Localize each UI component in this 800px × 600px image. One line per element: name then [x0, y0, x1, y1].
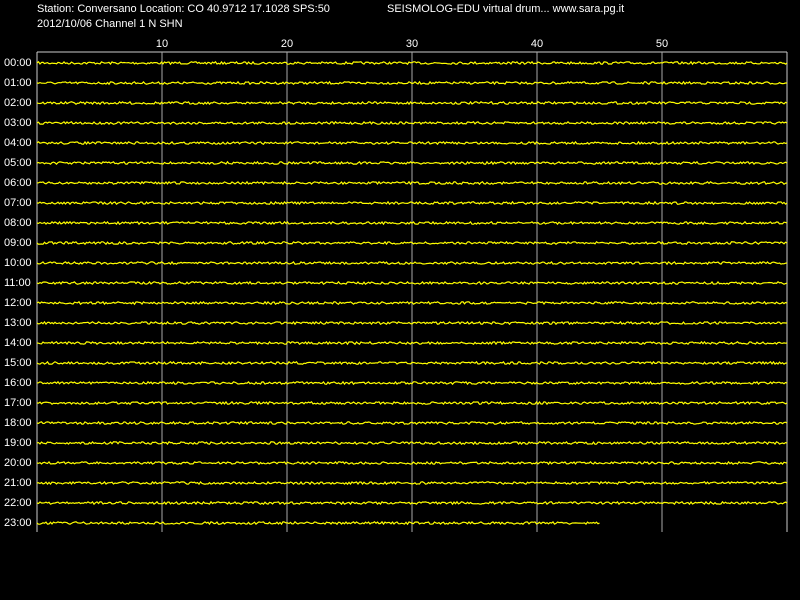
row-label: 00:00 [4, 57, 32, 69]
trace [36, 180, 788, 186]
x-tick-label: 50 [656, 38, 668, 50]
row-label: 19:00 [4, 437, 32, 449]
row-label: 02:00 [4, 97, 32, 109]
row-label: 16:00 [4, 377, 32, 389]
trace [36, 200, 788, 206]
row-label: 13:00 [4, 317, 32, 329]
row-label: 20:00 [4, 457, 32, 469]
row-label: 14:00 [4, 337, 32, 349]
row-label: 12:00 [4, 297, 32, 309]
row-label: 06:00 [4, 177, 32, 189]
row-label: 18:00 [4, 417, 32, 429]
row-label: 17:00 [4, 397, 32, 409]
trace [36, 60, 788, 66]
trace [36, 240, 788, 246]
trace [36, 360, 788, 366]
trace [36, 120, 788, 125]
x-tick-label: 10 [156, 38, 168, 50]
row-label: 01:00 [4, 77, 32, 89]
trace [36, 160, 788, 166]
trace [36, 340, 788, 346]
trace [36, 460, 788, 466]
trace [36, 300, 788, 306]
trace [36, 500, 788, 506]
row-label: 11:00 [4, 277, 31, 289]
caption: SEISMOLOG-EDU virtual drum... www.sara.p… [387, 3, 624, 15]
row-label: 03:00 [4, 117, 32, 129]
date-channel: 2012/10/06 Channel 1 N SHN [37, 18, 183, 30]
row-label: 09:00 [4, 237, 32, 249]
trace [36, 260, 788, 266]
row-label: 15:00 [4, 357, 32, 369]
trace [36, 220, 788, 226]
trace [36, 400, 788, 406]
trace [36, 140, 788, 146]
row-label: 22:00 [4, 497, 32, 509]
x-tick-label: 30 [406, 38, 418, 50]
row-label: 07:00 [4, 197, 32, 209]
row-label: 23:00 [4, 517, 32, 529]
station-info: Station: Conversano Location: CO 40.9712… [37, 3, 330, 15]
trace [36, 320, 787, 326]
trace [36, 80, 787, 86]
row-label: 10:00 [4, 257, 32, 269]
trace [36, 440, 788, 446]
row-label: 05:00 [4, 157, 32, 169]
trace [36, 380, 788, 386]
row-label: 21:00 [4, 477, 32, 489]
trace [36, 100, 788, 106]
row-label: 04:00 [4, 137, 32, 149]
x-tick-label: 40 [531, 38, 543, 50]
trace [36, 520, 600, 526]
row-label: 08:00 [4, 217, 32, 229]
trace [36, 420, 788, 426]
trace [36, 280, 788, 286]
x-tick-label: 20 [281, 38, 293, 50]
trace [36, 480, 788, 486]
